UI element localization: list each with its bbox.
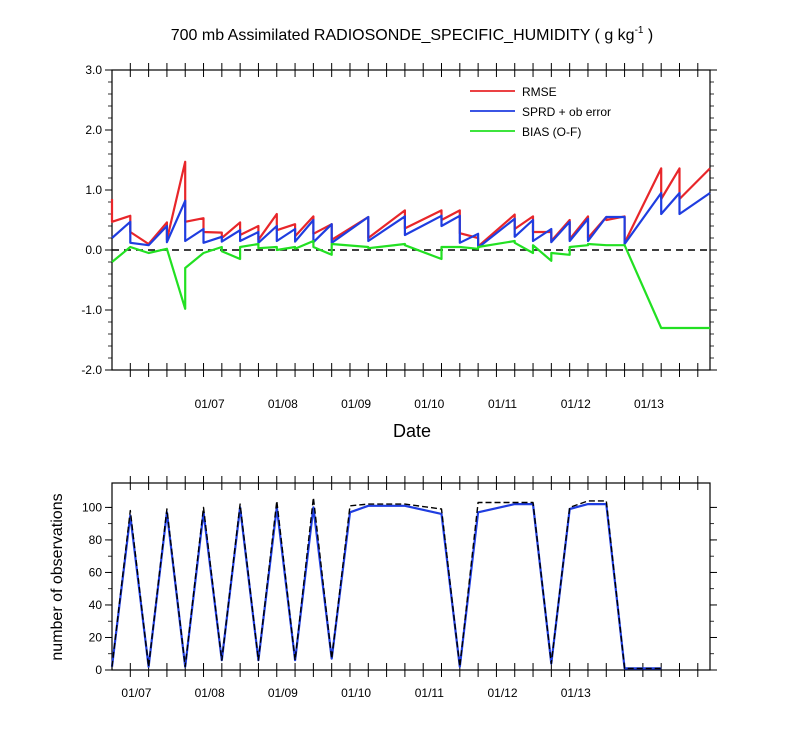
y-axis-title-observations: number of observations [49,493,66,660]
bottom-series-line-obs-possible [111,496,662,670]
top-plot: 3.0 2.0 1.0 0.0 -1.0 -2.0 01/07 01/08 01/09 01/10… [81,63,717,411]
x-axis-title: Date [393,421,431,441]
top-x-tick-label-5: 01/11 [488,397,517,411]
bottom-plot-frame [111,482,711,671]
top-y-tick-label-3: 0.0 [85,243,102,257]
top-x-tick-label-3: 01/09 [341,397,371,411]
top-legend-label-2: BIAS (O-F) [522,125,581,139]
bottom-series-line-obs-used [110,503,662,670]
bottom-x-tick-label-0: 01/07 [121,686,151,700]
top-x-tick-label-1: 01/07 [195,397,225,411]
bottom-x-tick-label-1: 01/08 [195,686,225,700]
bottom-plot: 0 20 40 60 80 100 01/07 01/08 01/09 01/10 01/11 01/… [82,476,717,700]
top-x-tick-label-4: 01/10 [414,397,444,411]
chart-title-suffix: ) [643,27,653,44]
top-x-tick-label-2: 01/08 [268,397,298,411]
top-y-tick-label-4: -1.0 [81,303,102,317]
bottom-y-tick-label-5: 100 [82,500,102,514]
top-series-line-bias-o-f [111,239,710,330]
top-y-tick-label-2: 1.0 [85,183,102,197]
top-series-line-sprd-ob-error [111,191,711,249]
chart-title-main: 700 mb Assimilated RADIOSONDE_SPECIFIC_H… [171,27,635,44]
bottom-y-tick-label-0: 0 [95,663,102,677]
bottom-x-tick-label-6: 01/13 [561,686,591,700]
top-y-tick-label-5: -2.0 [81,363,102,377]
bottom-x-tick-label-4: 01/11 [415,686,444,700]
bottom-y-tick-label-1: 20 [89,630,103,644]
top-y-tick-label-0: 3.0 [85,63,102,77]
top-x-tick-label-6: 01/12 [561,397,591,411]
chart-title-superscript: -1 [635,25,644,36]
top-x-tick-label-7: 01/13 [634,397,664,411]
bottom-y-tick-label-2: 40 [89,598,103,612]
bottom-x-tick-label-2: 01/09 [268,686,298,700]
top-legend-label-1: SPRD + ob error [522,105,611,119]
bottom-y-tick-label-4: 80 [89,533,103,547]
chart-title: 700 mb Assimilated RADIOSONDE_SPECIFIC_H… [171,25,654,44]
bottom-x-tick-label-3: 01/10 [341,686,371,700]
top-y-tick-label-1: 2.0 [85,123,102,137]
top-legend-label-0: RMSE [522,85,557,99]
bottom-x-tick-label-5: 01/12 [488,686,518,700]
top-series-line-rmse [110,160,711,248]
bottom-y-tick-label-3: 60 [89,565,103,579]
